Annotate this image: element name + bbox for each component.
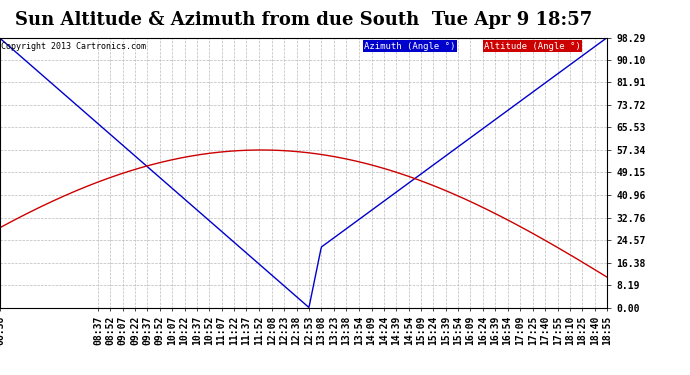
- Text: Azimuth (Angle °): Azimuth (Angle °): [364, 42, 455, 51]
- Text: Copyright 2013 Cartronics.com: Copyright 2013 Cartronics.com: [1, 42, 146, 51]
- Text: Altitude (Angle °): Altitude (Angle °): [484, 42, 581, 51]
- Text: Sun Altitude & Azimuth from due South  Tue Apr 9 18:57: Sun Altitude & Azimuth from due South Tu…: [15, 11, 592, 29]
